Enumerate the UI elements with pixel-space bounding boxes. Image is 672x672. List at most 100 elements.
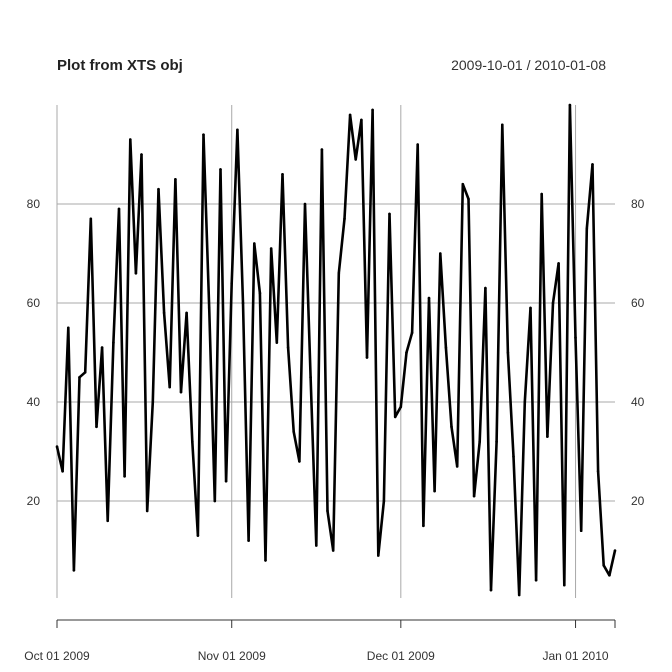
data-point bbox=[563, 583, 566, 587]
data-point bbox=[258, 291, 262, 295]
data-point bbox=[568, 103, 572, 107]
data-point bbox=[123, 475, 126, 478]
data-point bbox=[557, 262, 560, 265]
y-tick-label-left: 80 bbox=[27, 197, 41, 211]
data-point bbox=[61, 470, 64, 473]
data-point bbox=[343, 217, 346, 221]
data-point bbox=[100, 346, 104, 349]
data-point bbox=[337, 272, 341, 275]
data-point bbox=[89, 217, 93, 221]
x-tick-label: Jan 01 2010 bbox=[543, 649, 609, 663]
data-point bbox=[613, 549, 617, 552]
data-point bbox=[399, 405, 403, 409]
data-point bbox=[331, 549, 335, 552]
data-point bbox=[546, 435, 549, 438]
data-point bbox=[219, 168, 222, 171]
data-point bbox=[540, 192, 543, 196]
y-tick-label-right: 40 bbox=[631, 395, 645, 409]
data-point bbox=[179, 390, 183, 394]
data-point bbox=[523, 400, 527, 404]
data-point bbox=[495, 440, 498, 443]
data-point bbox=[264, 559, 267, 562]
data-point bbox=[365, 356, 369, 359]
data-point bbox=[450, 425, 453, 429]
data-point bbox=[501, 123, 504, 127]
y-tick-label-right: 60 bbox=[631, 296, 645, 310]
data-point bbox=[461, 182, 465, 186]
data-point bbox=[140, 153, 143, 156]
date-range-label: 2009-10-01 / 2010-01-08 bbox=[451, 57, 606, 73]
data-point bbox=[83, 371, 87, 374]
data-point bbox=[162, 311, 166, 315]
data-point bbox=[196, 534, 200, 537]
data-point bbox=[106, 519, 109, 523]
data-point bbox=[298, 460, 301, 463]
data-point bbox=[292, 430, 296, 434]
data-point bbox=[517, 593, 521, 597]
data-point bbox=[174, 178, 177, 181]
data-point bbox=[247, 539, 250, 542]
data-point bbox=[382, 499, 386, 503]
data-point bbox=[551, 301, 555, 305]
x-axis: Oct 01 2009 Nov 01 2009 Dec 01 2009 Jan 01 … bbox=[24, 619, 616, 663]
data-point bbox=[489, 588, 493, 592]
data-point bbox=[253, 242, 256, 245]
data-point bbox=[416, 143, 420, 146]
chart-title: Plot from XTS obj bbox=[57, 57, 183, 74]
data-point bbox=[574, 336, 577, 339]
data-point bbox=[608, 574, 611, 577]
data-point bbox=[422, 524, 425, 528]
data-point bbox=[134, 272, 138, 275]
data-point bbox=[78, 376, 81, 379]
y-axis-labels: 20 20 40 40 60 60 80 80 bbox=[27, 197, 645, 508]
data-point bbox=[393, 415, 397, 419]
data-point bbox=[315, 544, 318, 547]
data-point bbox=[534, 578, 538, 582]
data-point bbox=[354, 158, 358, 161]
data-point bbox=[236, 128, 239, 132]
y-tick-label-left: 40 bbox=[27, 395, 41, 409]
y-tick-label-left: 20 bbox=[27, 494, 41, 508]
data-point bbox=[506, 351, 510, 354]
data-point bbox=[202, 133, 205, 136]
data-point bbox=[405, 351, 408, 354]
data-point bbox=[348, 113, 352, 117]
data-point bbox=[444, 346, 448, 349]
data-point bbox=[241, 301, 245, 305]
data-point bbox=[377, 554, 380, 557]
data-point bbox=[230, 281, 233, 285]
data-point bbox=[269, 247, 273, 250]
data-point bbox=[439, 252, 442, 255]
data-point bbox=[275, 341, 279, 344]
data-point bbox=[303, 202, 307, 206]
data-point bbox=[207, 306, 211, 310]
data-point bbox=[512, 455, 515, 458]
data-point bbox=[467, 197, 470, 201]
data-point bbox=[455, 465, 459, 468]
data-point bbox=[602, 564, 605, 567]
data-point bbox=[281, 173, 284, 176]
data-point bbox=[326, 509, 329, 513]
data-point bbox=[213, 499, 217, 503]
data-point bbox=[157, 187, 160, 191]
series-line bbox=[55, 103, 617, 597]
data-point bbox=[427, 296, 431, 300]
x-tick-label: Oct 01 2009 bbox=[24, 649, 90, 663]
y-tick-label-right: 80 bbox=[631, 197, 645, 211]
data-point bbox=[478, 440, 482, 443]
data-point bbox=[309, 376, 312, 379]
data-point bbox=[529, 306, 532, 310]
data-point bbox=[410, 331, 414, 335]
data-point bbox=[596, 470, 600, 473]
y-tick-label-left: 60 bbox=[27, 296, 41, 310]
data-point bbox=[433, 489, 436, 493]
y-tick-label-right: 20 bbox=[631, 494, 645, 508]
data-point bbox=[472, 494, 476, 498]
data-point bbox=[72, 569, 76, 572]
data-point bbox=[145, 509, 149, 513]
data-point bbox=[371, 108, 374, 112]
data-point bbox=[129, 138, 132, 141]
data-point bbox=[224, 479, 228, 483]
data-point bbox=[388, 212, 391, 216]
